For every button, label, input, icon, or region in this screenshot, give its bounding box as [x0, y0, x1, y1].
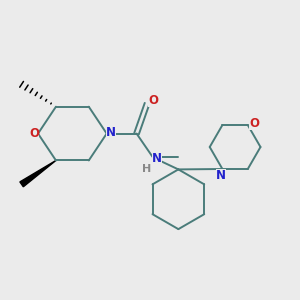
Text: O: O	[148, 94, 158, 107]
Text: N: N	[216, 169, 226, 182]
Polygon shape	[20, 160, 56, 187]
Text: O: O	[29, 127, 39, 140]
Text: N: N	[106, 126, 116, 139]
Text: N: N	[152, 152, 162, 166]
Text: O: O	[249, 117, 260, 130]
Text: H: H	[142, 164, 151, 174]
